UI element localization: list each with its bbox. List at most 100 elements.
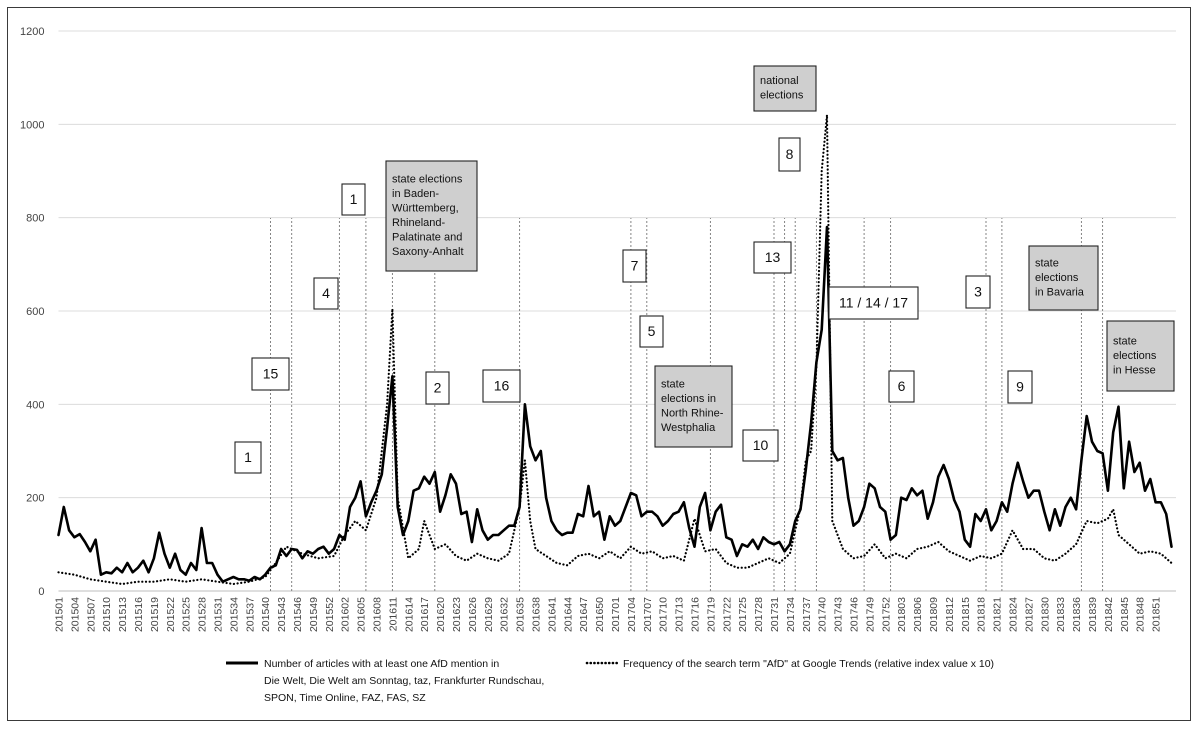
- y-tick-label: 800: [26, 213, 44, 225]
- annotation-label: state: [1035, 257, 1059, 269]
- annotation-box: [753, 241, 792, 274]
- x-tick-label: 201812: [944, 597, 956, 632]
- x-tick-label: 201540: [260, 597, 272, 632]
- x-tick-label: 201501: [54, 597, 66, 632]
- articles-series-line: [57, 225, 1173, 583]
- x-tick-label: 201641: [546, 597, 558, 632]
- annotation-label: 9: [1016, 378, 1024, 394]
- annotation-label: 8: [786, 146, 794, 162]
- annotation-label: 2: [434, 379, 442, 395]
- annotation-box: [385, 160, 478, 272]
- annotation-label: 10: [753, 437, 769, 453]
- x-tick-label: 201725: [737, 597, 749, 632]
- x-tick-label: 201629: [483, 597, 495, 632]
- x-tick-label: 201722: [721, 597, 733, 632]
- x-tick-label: 201845: [1119, 597, 1131, 632]
- annotation-label: 16: [494, 377, 510, 393]
- annotation-label: 3: [974, 283, 982, 299]
- x-tick-label: 201632: [499, 597, 511, 632]
- x-tick-label: 201534: [228, 597, 240, 632]
- x-tick-label: 201731: [769, 597, 781, 632]
- x-tick-label: 201710: [658, 597, 670, 632]
- legend-google-trends-label: Frequency of the search term "AfD" at Go…: [623, 658, 994, 670]
- x-tick-label: 201507: [85, 597, 97, 632]
- x-tick-label: 201740: [817, 597, 829, 632]
- x-tick-label: 201638: [531, 597, 543, 632]
- x-tick-label: 201818: [976, 597, 988, 632]
- x-tick-label: 201525: [181, 597, 193, 632]
- annotation-label: in Bavaria: [1035, 286, 1085, 298]
- y-tick-label: 0: [38, 586, 44, 598]
- x-tick-label: 201752: [880, 597, 892, 632]
- annotation-box: [742, 429, 779, 462]
- x-tick-label: 201743: [833, 597, 845, 632]
- x-tick-label: 201602: [340, 597, 352, 632]
- annotation-box: [828, 286, 919, 320]
- x-tick-label: 201513: [117, 597, 129, 632]
- x-tick-label: 201827: [1023, 597, 1035, 632]
- x-tick-label: 201824: [1008, 597, 1020, 632]
- x-tick-label: 201617: [419, 597, 431, 632]
- annotation-box: [1106, 320, 1175, 392]
- y-tick-label: 1200: [20, 26, 44, 38]
- x-tick-label: 201830: [1039, 597, 1051, 632]
- x-tick-label: 201737: [801, 597, 813, 632]
- x-tick-label: 201806: [912, 597, 924, 632]
- x-tick-label: 201620: [435, 597, 447, 632]
- x-tick-label: 201707: [642, 597, 654, 632]
- x-tick-label: 201543: [276, 597, 288, 632]
- annotation-box: [1028, 245, 1099, 311]
- annotation-box: [482, 369, 521, 403]
- x-tick-label: 201821: [992, 597, 1004, 632]
- annotation-label: 5: [648, 323, 656, 339]
- annotation-label: in Baden-: [392, 188, 439, 200]
- annotation-label: elections in: [661, 393, 716, 405]
- x-tick-label: 201608: [372, 597, 384, 632]
- x-tick-label: 201605: [356, 597, 368, 632]
- x-tick-label: 201746: [849, 597, 861, 632]
- annotation-box: [251, 357, 290, 391]
- x-tick-label: 201519: [149, 597, 161, 632]
- annotation-box: [965, 275, 991, 309]
- x-tick-label: 201716: [690, 597, 702, 632]
- annotation-label: elections: [1113, 350, 1157, 362]
- x-tick-label: 201549: [308, 597, 320, 632]
- annotation-label: 15: [263, 365, 279, 381]
- annotation-label: state: [1113, 335, 1137, 347]
- annotation-label: elections: [760, 90, 804, 102]
- x-tick-label: 201839: [1087, 597, 1099, 632]
- annotation-box: [778, 137, 801, 172]
- annotation-box: [622, 249, 647, 283]
- annotation-box: [654, 365, 733, 448]
- annotation-box: [341, 183, 366, 216]
- annotation-label: 7: [631, 257, 639, 273]
- annotation-label: national: [760, 75, 799, 87]
- annotation-box: [639, 315, 664, 348]
- annotation-label: elections: [1035, 272, 1079, 284]
- x-tick-label: 201842: [1103, 597, 1115, 632]
- x-tick-label: 201728: [753, 597, 765, 632]
- x-tick-label: 201644: [562, 597, 574, 632]
- annotation-label: 1: [244, 449, 252, 465]
- x-tick-label: 201537: [244, 597, 256, 632]
- x-tick-label: 201734: [785, 597, 797, 632]
- y-tick-label: 400: [26, 399, 44, 411]
- x-tick-label: 201701: [610, 597, 622, 632]
- annotation-label: Saxony-Anhalt: [392, 246, 464, 258]
- annotation-label: Rhineland-: [392, 217, 446, 229]
- x-tick-label: 201510: [101, 597, 113, 632]
- x-tick-label: 201552: [324, 597, 336, 632]
- x-tick-label: 201522: [165, 597, 177, 632]
- x-tick-label: 201611: [387, 597, 399, 631]
- annotation-label: Palatinate and: [392, 232, 462, 244]
- annotation-box: [753, 65, 817, 112]
- annotation-label: 1: [350, 191, 358, 207]
- x-tick-label: 201704: [626, 597, 638, 632]
- x-tick-label: 201531: [213, 597, 225, 632]
- annotation-box: [234, 441, 262, 474]
- annotation-label: 11 / 14 / 17: [839, 294, 908, 310]
- annotation-box: [425, 371, 450, 405]
- annotation-box: [313, 277, 339, 310]
- legend-articles-label: Number of articles with at least one AfD…: [264, 658, 499, 670]
- y-tick-label: 200: [26, 493, 44, 505]
